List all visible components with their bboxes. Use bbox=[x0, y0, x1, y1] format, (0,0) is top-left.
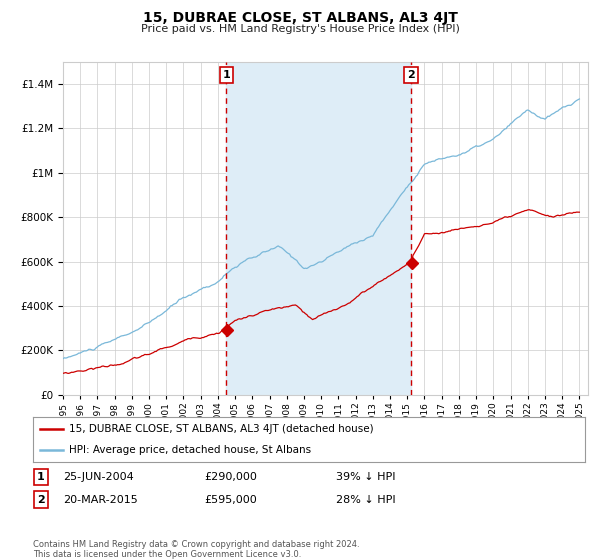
Text: 20-MAR-2015: 20-MAR-2015 bbox=[63, 494, 138, 505]
Text: 1: 1 bbox=[223, 70, 230, 80]
Text: 28% ↓ HPI: 28% ↓ HPI bbox=[336, 494, 395, 505]
Text: 15, DUBRAE CLOSE, ST ALBANS, AL3 4JT (detached house): 15, DUBRAE CLOSE, ST ALBANS, AL3 4JT (de… bbox=[69, 424, 374, 434]
Text: £595,000: £595,000 bbox=[204, 494, 257, 505]
Text: Contains HM Land Registry data © Crown copyright and database right 2024.
This d: Contains HM Land Registry data © Crown c… bbox=[33, 540, 359, 559]
Text: 25-JUN-2004: 25-JUN-2004 bbox=[63, 472, 134, 482]
Text: 2: 2 bbox=[37, 494, 44, 505]
Text: Price paid vs. HM Land Registry's House Price Index (HPI): Price paid vs. HM Land Registry's House … bbox=[140, 24, 460, 34]
Text: £290,000: £290,000 bbox=[204, 472, 257, 482]
Text: HPI: Average price, detached house, St Albans: HPI: Average price, detached house, St A… bbox=[69, 445, 311, 455]
Text: 2: 2 bbox=[407, 70, 415, 80]
Text: 15, DUBRAE CLOSE, ST ALBANS, AL3 4JT: 15, DUBRAE CLOSE, ST ALBANS, AL3 4JT bbox=[143, 11, 457, 25]
Text: 39% ↓ HPI: 39% ↓ HPI bbox=[336, 472, 395, 482]
Text: 1: 1 bbox=[37, 472, 44, 482]
Bar bbox=[226, 62, 411, 395]
